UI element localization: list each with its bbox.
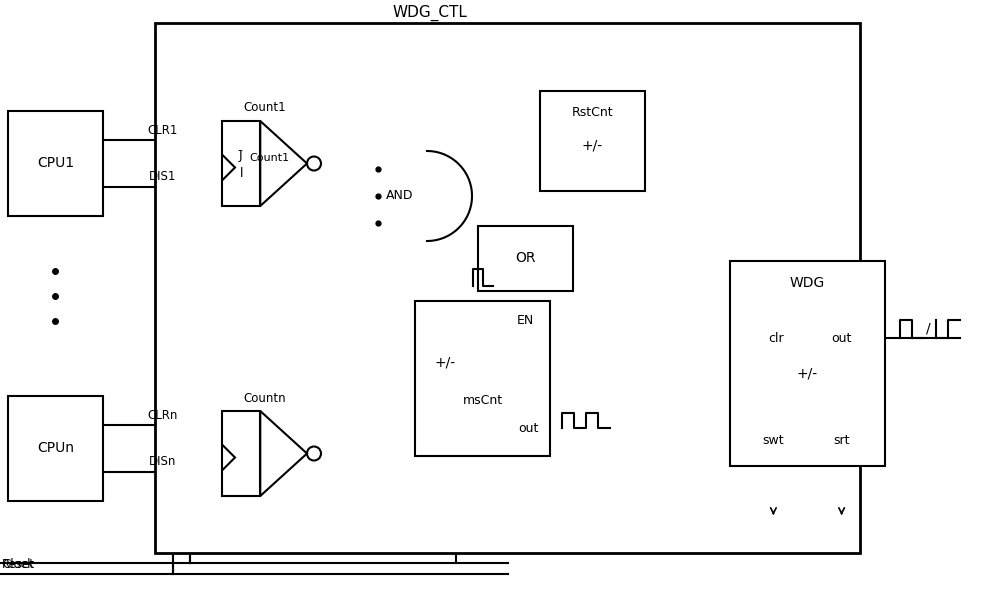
Text: +/-: +/- [434, 356, 456, 370]
Text: out: out [831, 332, 852, 344]
Text: Countn: Countn [243, 391, 286, 404]
Text: Clock: Clock [2, 558, 34, 570]
Text: +/-: +/- [797, 367, 818, 381]
Bar [8, 111, 103, 216]
Bar [155, 23, 860, 553]
Bar [415, 301, 550, 456]
Text: msCnt: msCnt [462, 394, 503, 407]
Bar [478, 226, 573, 291]
Text: DIS1: DIS1 [149, 170, 176, 183]
Text: CLRn: CLRn [147, 409, 178, 422]
Text: l: l [239, 167, 243, 180]
Bar [730, 261, 885, 466]
Text: J̄: J̄ [239, 149, 243, 162]
Text: Reset: Reset [2, 558, 35, 572]
Text: DISn: DISn [149, 455, 176, 468]
Bar [222, 121, 260, 206]
Text: AND: AND [386, 189, 413, 203]
Text: WDG_CTL: WDG_CTL [393, 5, 467, 21]
Text: srt: srt [833, 435, 850, 448]
Text: Count1: Count1 [249, 153, 290, 163]
Text: OR: OR [515, 251, 536, 266]
Text: swt: swt [763, 435, 784, 448]
Text: /: / [926, 322, 931, 336]
Text: Count1: Count1 [243, 102, 286, 115]
Text: CPUn: CPUn [37, 442, 74, 456]
Bar [222, 411, 260, 496]
Text: +/-: +/- [582, 139, 603, 153]
Bar [8, 396, 103, 501]
Text: EN: EN [516, 314, 534, 328]
Text: CLR1: CLR1 [147, 124, 178, 137]
Text: CPU1: CPU1 [37, 156, 74, 171]
Text: out: out [518, 421, 538, 435]
Bar [540, 91, 645, 191]
Text: RstCnt: RstCnt [572, 106, 613, 120]
Text: clr: clr [769, 332, 784, 344]
Text: WDG: WDG [790, 276, 825, 290]
